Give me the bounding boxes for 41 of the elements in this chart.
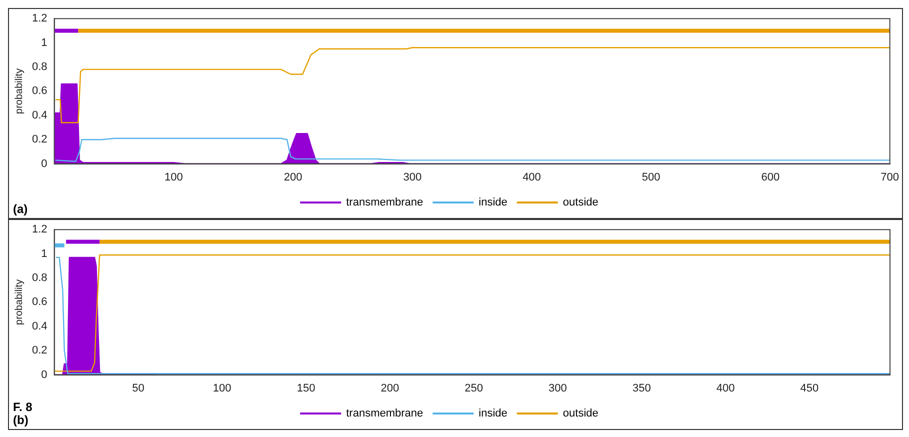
y-tick-label: 0.6 <box>32 296 48 308</box>
legend-label: transmembrane <box>346 196 424 209</box>
y-tick-label: 0 <box>41 368 48 381</box>
legend-label: inside <box>478 196 508 209</box>
y-tick-label: 1.2 <box>32 12 48 25</box>
x-tick-label: 700 <box>880 171 900 184</box>
y-tick-label: 0.2 <box>32 344 48 357</box>
legend-label: transmembrane <box>346 408 424 420</box>
text: F. 8 <box>13 400 32 414</box>
x-tick-label: 500 <box>642 171 660 184</box>
x-tick-label: 350 <box>632 382 651 394</box>
legend-label: outside <box>562 408 598 420</box>
x-tick-label: 250 <box>464 382 484 394</box>
x-tick-label: 400 <box>522 171 541 184</box>
y-tick-label: 0.8 <box>32 272 48 284</box>
y-tick-label: 1.2 <box>32 224 48 236</box>
x-tick-label: 400 <box>716 382 735 394</box>
legend-label: outside <box>562 196 598 209</box>
y-tick-label: 0.8 <box>32 61 48 74</box>
x-tick-label: 600 <box>761 171 780 184</box>
x-tick-label: 50 <box>132 382 144 394</box>
x-tick-label: 150 <box>296 382 316 394</box>
y-tick-label: 0.4 <box>32 109 48 122</box>
x-tick-label: 200 <box>284 171 302 184</box>
y-tick-label: 0.4 <box>32 320 48 332</box>
x-tick-label: 100 <box>212 382 232 394</box>
legend-label: inside <box>478 408 508 420</box>
y-axis-title: probability <box>14 68 25 114</box>
y-axis-title: probability <box>14 279 25 325</box>
x-tick-label: 100 <box>164 171 183 184</box>
x-tick-label: 450 <box>800 382 819 394</box>
y-tick-label: 1 <box>41 36 48 49</box>
y-tick-label: 0 <box>41 158 48 170</box>
text: (a) <box>13 202 28 216</box>
text: (b) <box>13 413 30 427</box>
y-tick-label: 0.6 <box>32 85 48 98</box>
x-tick-label: 300 <box>548 382 567 394</box>
x-tick-label: 200 <box>380 382 400 394</box>
y-tick-label: 1 <box>41 248 48 260</box>
y-tick-label: 0.2 <box>32 134 48 146</box>
x-tick-label: 300 <box>403 171 422 184</box>
